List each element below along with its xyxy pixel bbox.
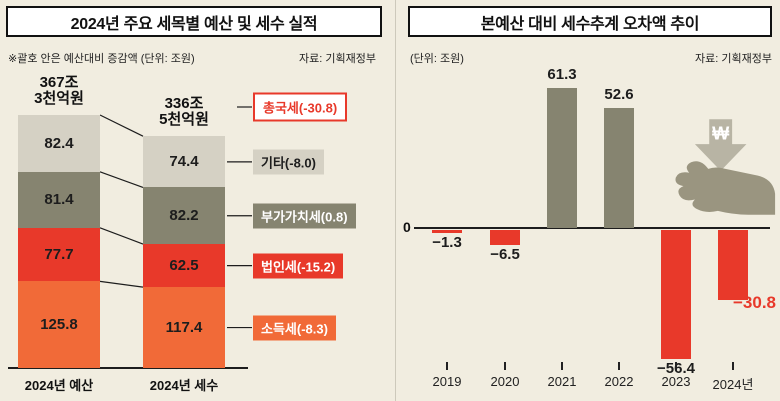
axis-year-label: 2023 — [661, 374, 691, 389]
zero-axis-line — [414, 227, 770, 229]
segment-value-label: 117.4 — [165, 319, 203, 337]
bar-total-line: 336조 — [164, 95, 204, 113]
bar-segment: 82.2 — [143, 187, 225, 245]
won-arrow-icon — [694, 119, 747, 171]
zero-axis-label: 0 — [403, 219, 411, 235]
right-chart-source: 자료: 기획재정부 — [695, 53, 772, 65]
right-chart-title: 본예산 대비 세수추계 오차액 추이 — [408, 6, 772, 37]
bar-segment: 74.4 — [143, 136, 225, 188]
bar-segment: 125.8 — [18, 281, 100, 368]
connector-line — [99, 171, 144, 189]
error-bar — [718, 230, 748, 300]
panel-divider — [395, 0, 396, 401]
axis-tick — [732, 362, 734, 370]
error-bar — [432, 230, 462, 233]
segment-value-label: 62.5 — [169, 257, 199, 275]
axis-year-label: 2020 — [490, 374, 520, 389]
bar-segment: 62.5 — [143, 244, 225, 288]
bar-total-line: 5천억원 — [159, 111, 209, 129]
segment-value-label: 125.8 — [40, 316, 78, 334]
bar-total-label: 336조 5천억원 — [129, 96, 239, 128]
segment-value-label: 82.4 — [44, 134, 74, 152]
bar-total-line: 3천억원 — [34, 90, 84, 107]
axis-year-label: 2021 — [547, 374, 577, 389]
baseline — [8, 367, 248, 369]
axis-tick — [561, 362, 563, 370]
hand-coin-illustration: ₩ — [672, 118, 777, 216]
bar-segment: 81.4 — [18, 171, 100, 228]
connector-line — [99, 280, 144, 288]
error-trend-chart-panel: 본예산 대비 세수추계 오차액 추이 (단위: 조원) 자료: 기획재정부 0 … — [400, 0, 780, 401]
right-chart-unit: (단위: 조원) — [410, 53, 464, 65]
axis-year-label: 2019 — [432, 374, 462, 389]
error-value-label: 52.6 — [604, 86, 634, 103]
left-chart-title: 2024년 주요 세목별 예산 및 세수 실적 — [6, 6, 382, 37]
bar-category-label: 2024년 세수 — [149, 378, 219, 393]
axis-tick — [446, 362, 448, 370]
open-hand-icon — [675, 161, 776, 215]
error-bar — [604, 108, 634, 228]
segment-value-label: 74.4 — [169, 153, 199, 171]
segment-value-label: 82.2 — [169, 207, 199, 225]
won-symbol: ₩ — [712, 123, 730, 143]
annotation-label: 기타(-8.0) — [253, 149, 324, 175]
annotation-label: 소득세(-8.3) — [253, 315, 336, 341]
error-value-label: 61.3 — [547, 66, 577, 83]
axis-tick — [675, 362, 677, 370]
axis-tick — [504, 362, 506, 370]
axis-tick — [618, 362, 620, 370]
segment-value-label: 81.4 — [44, 191, 74, 209]
error-bar — [490, 230, 520, 245]
error-value-label: −1.3 — [432, 234, 462, 251]
left-chart-source: 자료: 기획재정부 — [299, 53, 376, 65]
hand-coin-graphic: ₩ — [675, 119, 776, 215]
annotation-label: 법인세(-15.2) — [253, 253, 344, 279]
annotation-label: 부가가치세(0.8) — [253, 203, 356, 229]
error-value-label: −30.8 — [732, 293, 776, 312]
bar-segment: 82.4 — [18, 115, 100, 172]
bar-segment: 117.4 — [143, 287, 225, 368]
bar-total-line: 367조 — [39, 74, 79, 91]
bar-segment: 77.7 — [18, 227, 100, 282]
axis-year-label: 2024년 — [712, 377, 754, 392]
annotation-label: 총국세(-30.8) — [253, 92, 348, 122]
connector-line — [99, 227, 144, 245]
bar-category-label: 2024년 예산 — [24, 378, 94, 393]
budget-vs-revenue-chart-panel: 2024년 주요 세목별 예산 및 세수 실적 ※괄호 안은 예산대비 증감액 … — [4, 6, 382, 393]
error-bar — [661, 230, 691, 359]
left-chart-note: ※괄호 안은 예산대비 증감액 (단위: 조원) — [8, 53, 195, 65]
axis-year-label: 2022 — [604, 374, 634, 389]
bar-total-label: 367조 3천억원 — [4, 75, 114, 107]
error-bar — [547, 88, 577, 228]
segment-value-label: 77.7 — [44, 246, 74, 264]
error-value-label: −6.5 — [490, 246, 520, 263]
